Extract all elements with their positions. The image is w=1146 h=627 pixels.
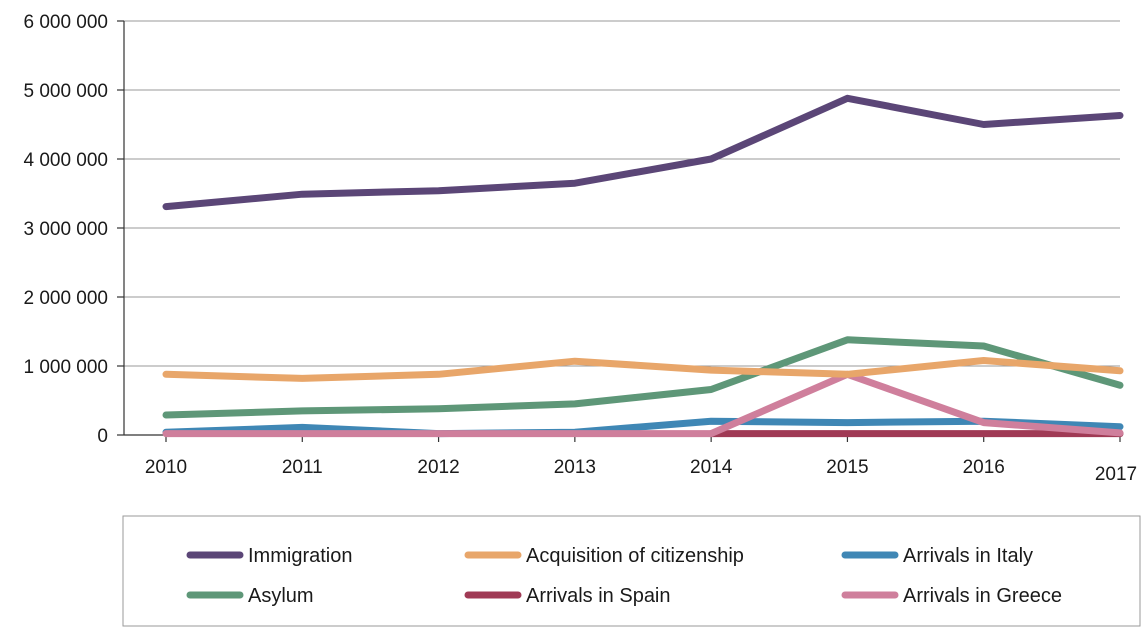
series-line-arrivals-in-italy xyxy=(162,417,1124,438)
y-tick-labels: 0 1 000 000 2 000 000 3 000 000 4 000 000 5 0… xyxy=(23,12,108,447)
y-tick-label: 4 000 000 xyxy=(23,150,108,171)
legend-item-acquisition-of-citizenship: Acquisition of citizenship xyxy=(464,545,744,567)
y-tick-label: 0 xyxy=(97,426,108,447)
series-lines xyxy=(162,94,1124,438)
grid-lines xyxy=(117,20,1120,436)
series-line-acquisition-of-citizenship xyxy=(162,357,1124,382)
y-tick-label: 5 000 000 xyxy=(23,81,108,102)
y-tick-label: 6 000 000 xyxy=(23,12,108,33)
legend: Immigration Acquisition of citizenship Arr… xyxy=(122,515,1141,627)
legend-item-arrivals-in-spain: Arrivals in Spain xyxy=(464,585,671,607)
x-tick-label: 2012 xyxy=(417,457,459,478)
legend-label: Acquisition of citizenship xyxy=(526,545,744,567)
y-tick-label: 2 000 000 xyxy=(23,288,108,309)
legend-label: Arrivals in Spain xyxy=(526,585,671,607)
legend-box xyxy=(122,515,1141,627)
series-line-arrivals-in-greece xyxy=(162,370,1124,438)
legend-label: Arrivals in Italy xyxy=(903,545,1033,567)
legend-label: Immigration xyxy=(248,545,352,567)
legend-label: Arrivals in Greece xyxy=(903,585,1062,607)
series-line-asylum xyxy=(162,336,1124,419)
legend-item-asylum: Asylum xyxy=(186,585,314,607)
legend-item-arrivals-in-italy: Arrivals in Italy xyxy=(841,545,1033,567)
legend-item-arrivals-in-greece: Arrivals in Greece xyxy=(841,585,1062,607)
x-tick-label: 2010 xyxy=(145,457,187,478)
legend-item-immigration: Immigration xyxy=(186,545,352,567)
y-tick-label: 1 000 000 xyxy=(23,357,108,378)
series-line-immigration xyxy=(162,94,1124,211)
legend-label: Asylum xyxy=(248,585,314,607)
x-tick-label: 2013 xyxy=(554,457,596,478)
x-tick-label: 2011 xyxy=(282,457,323,478)
x-tick-label: 2014 xyxy=(690,457,733,478)
x-tick-labels: 2010 2011 2012 2013 2014 2015 2016 2017 xyxy=(145,435,1137,485)
y-tick-label: 3 000 000 xyxy=(23,219,108,240)
x-tick-label: 2017 xyxy=(1095,464,1137,485)
legend-items: Immigration Acquisition of citizenship Arr… xyxy=(186,545,1062,607)
x-tick-label: 2015 xyxy=(826,457,868,478)
x-tick-label: 2016 xyxy=(963,457,1005,478)
